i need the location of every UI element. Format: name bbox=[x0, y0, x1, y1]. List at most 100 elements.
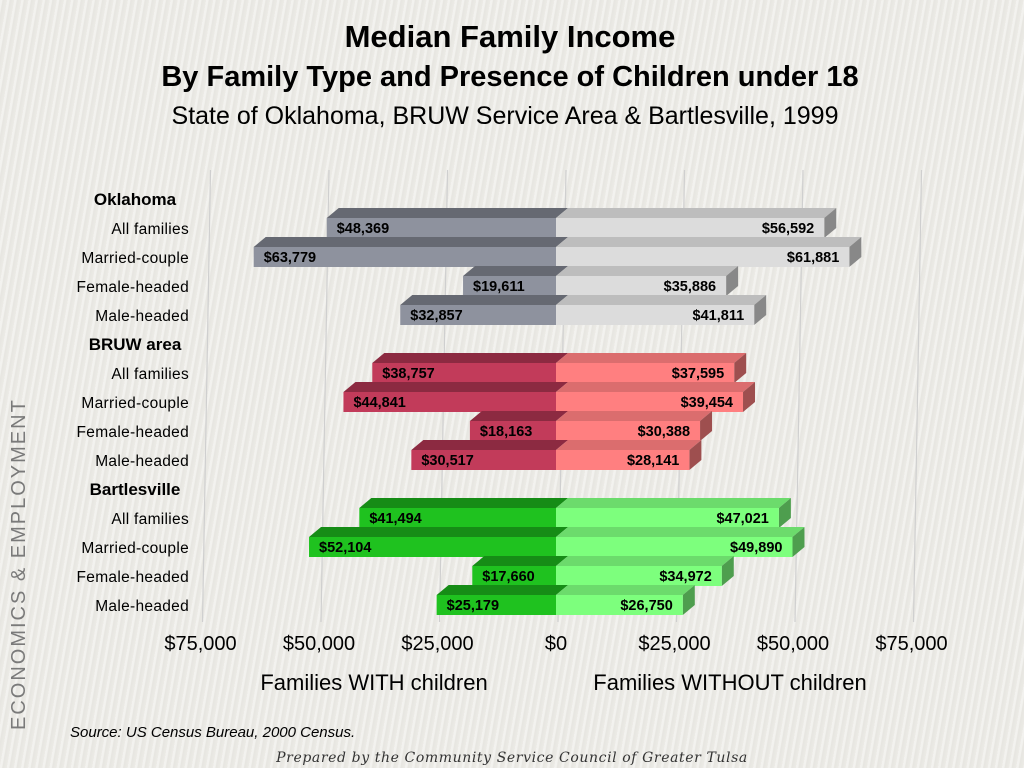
category-label: Male-headed bbox=[95, 598, 189, 615]
chart-subtitle: State of Oklahoma, BRUW Service Area & B… bbox=[172, 102, 839, 130]
bar-without-children-top bbox=[556, 237, 862, 247]
category-label: Married-couple bbox=[81, 395, 189, 412]
bar-without-children bbox=[556, 247, 850, 267]
category-label: Female-headed bbox=[77, 424, 189, 441]
bar-with-children bbox=[400, 305, 556, 325]
bar-with-children-top bbox=[326, 208, 568, 218]
bar-without-children bbox=[556, 218, 825, 238]
value-label-with: $52,104 bbox=[319, 540, 371, 556]
value-label-with: $25,179 bbox=[447, 598, 499, 614]
gridline bbox=[912, 169, 923, 623]
category-label: Married-couple bbox=[81, 540, 189, 557]
category-label: Married-couple bbox=[81, 250, 189, 267]
footer-credit: Prepared by the Community Service Counci… bbox=[275, 750, 748, 766]
x-tick-label: $50,000 bbox=[757, 633, 829, 655]
x-tick-label: $75,000 bbox=[164, 633, 236, 655]
bar-without-children-side bbox=[682, 585, 695, 615]
bar-with-children-top bbox=[400, 295, 568, 305]
bar-with-children-top bbox=[343, 382, 568, 392]
value-label-with: $38,757 bbox=[382, 366, 434, 382]
bar-without-children-side bbox=[726, 266, 739, 296]
category-label: Male-headed bbox=[95, 308, 189, 325]
bar-without-children-top bbox=[556, 353, 747, 363]
bar-with-children bbox=[436, 595, 556, 615]
bar-with-children-top bbox=[469, 411, 568, 421]
value-label-without: $26,750 bbox=[620, 598, 672, 614]
bar-without-children bbox=[556, 421, 701, 441]
value-label-without: $37,595 bbox=[672, 366, 724, 382]
bar-without-children-side bbox=[778, 498, 791, 528]
value-label-without: $41,811 bbox=[693, 308, 745, 324]
bar-without-children-side bbox=[700, 411, 713, 441]
bar-with-children-top bbox=[359, 498, 568, 508]
bar-with-children-top bbox=[253, 237, 568, 247]
x-tick-label: $75,000 bbox=[875, 633, 947, 655]
value-label-without: $56,592 bbox=[762, 221, 814, 237]
value-label-without: $39,454 bbox=[681, 395, 733, 411]
bar-without-children-top bbox=[556, 382, 756, 392]
bar-with-children bbox=[343, 392, 556, 412]
bar-without-children bbox=[556, 566, 722, 586]
x-tick-label: $50,000 bbox=[283, 633, 355, 655]
value-label-with: $32,857 bbox=[410, 308, 462, 324]
x-tick-label: $25,000 bbox=[638, 633, 710, 655]
value-label-with: $44,841 bbox=[353, 395, 405, 411]
bar-without-children-side bbox=[792, 527, 805, 557]
bar-without-children bbox=[556, 392, 744, 412]
bar-with-children-top bbox=[411, 440, 568, 450]
bar-with-children-top bbox=[463, 266, 568, 276]
chart-title: Median Family Income bbox=[345, 19, 676, 54]
bar-with-children bbox=[411, 450, 556, 470]
bars-layer bbox=[253, 208, 862, 615]
value-label-without: $34,972 bbox=[659, 569, 711, 585]
value-label-with: $30,517 bbox=[421, 453, 473, 469]
category-label: All families bbox=[111, 366, 189, 383]
gridline bbox=[201, 169, 212, 623]
x-tick-label: $25,000 bbox=[401, 633, 473, 655]
bar-without-children-top bbox=[556, 295, 767, 305]
bar-with-children bbox=[472, 566, 556, 586]
bar-without-children-top bbox=[556, 411, 713, 421]
bar-with-children bbox=[253, 247, 556, 267]
bar-with-children bbox=[469, 421, 556, 441]
bar-without-children bbox=[556, 595, 683, 615]
bar-without-children bbox=[556, 450, 690, 470]
bar-with-children bbox=[372, 363, 556, 383]
left-axis-label: Families WITH children bbox=[260, 670, 487, 695]
bar-with-children-top bbox=[372, 353, 568, 363]
value-label-with: $63,779 bbox=[264, 250, 316, 266]
value-label-without: $28,141 bbox=[627, 453, 679, 469]
bar-with-children-top bbox=[309, 527, 568, 537]
bar-without-children bbox=[556, 508, 779, 528]
bar-without-children bbox=[556, 537, 793, 557]
bar-without-children-top bbox=[556, 498, 791, 508]
value-label-without: $35,886 bbox=[664, 279, 716, 295]
bar-without-children-side bbox=[849, 237, 862, 267]
right-axis-label: Families WITHOUT children bbox=[593, 670, 866, 695]
value-label-without: $61,881 bbox=[787, 250, 839, 266]
bar-without-children bbox=[556, 276, 727, 296]
value-label-with: $18,163 bbox=[480, 424, 532, 440]
category-label: Male-headed bbox=[95, 453, 189, 470]
group-label: Oklahoma bbox=[94, 190, 177, 209]
bar-with-children-top bbox=[472, 556, 568, 566]
bar-without-children-top bbox=[556, 585, 695, 595]
bar-without-children-top bbox=[556, 527, 805, 537]
bar-with-children bbox=[326, 218, 556, 238]
group-label: BRUW area bbox=[89, 335, 182, 354]
source-note: Source: US Census Bureau, 2000 Census. bbox=[70, 724, 355, 741]
bar-with-children bbox=[359, 508, 556, 528]
category-label: All families bbox=[111, 221, 189, 238]
bar-without-children bbox=[556, 363, 735, 383]
bar-without-children-side bbox=[824, 208, 837, 238]
chart-title-line2: By Family Type and Presence of Children … bbox=[161, 61, 858, 93]
bar-without-children-top bbox=[556, 440, 702, 450]
x-axis: $75,000 $50,000 $25,000 $0 $25,000 $50,000 $75… bbox=[164, 633, 947, 655]
bar-without-children-side bbox=[743, 382, 756, 412]
bar-without-children-top bbox=[556, 556, 734, 566]
bar-with-children bbox=[463, 276, 556, 296]
value-label-without: $30,388 bbox=[638, 424, 690, 440]
value-label-without: $49,890 bbox=[730, 540, 782, 556]
bar-without-children-side bbox=[734, 353, 747, 383]
